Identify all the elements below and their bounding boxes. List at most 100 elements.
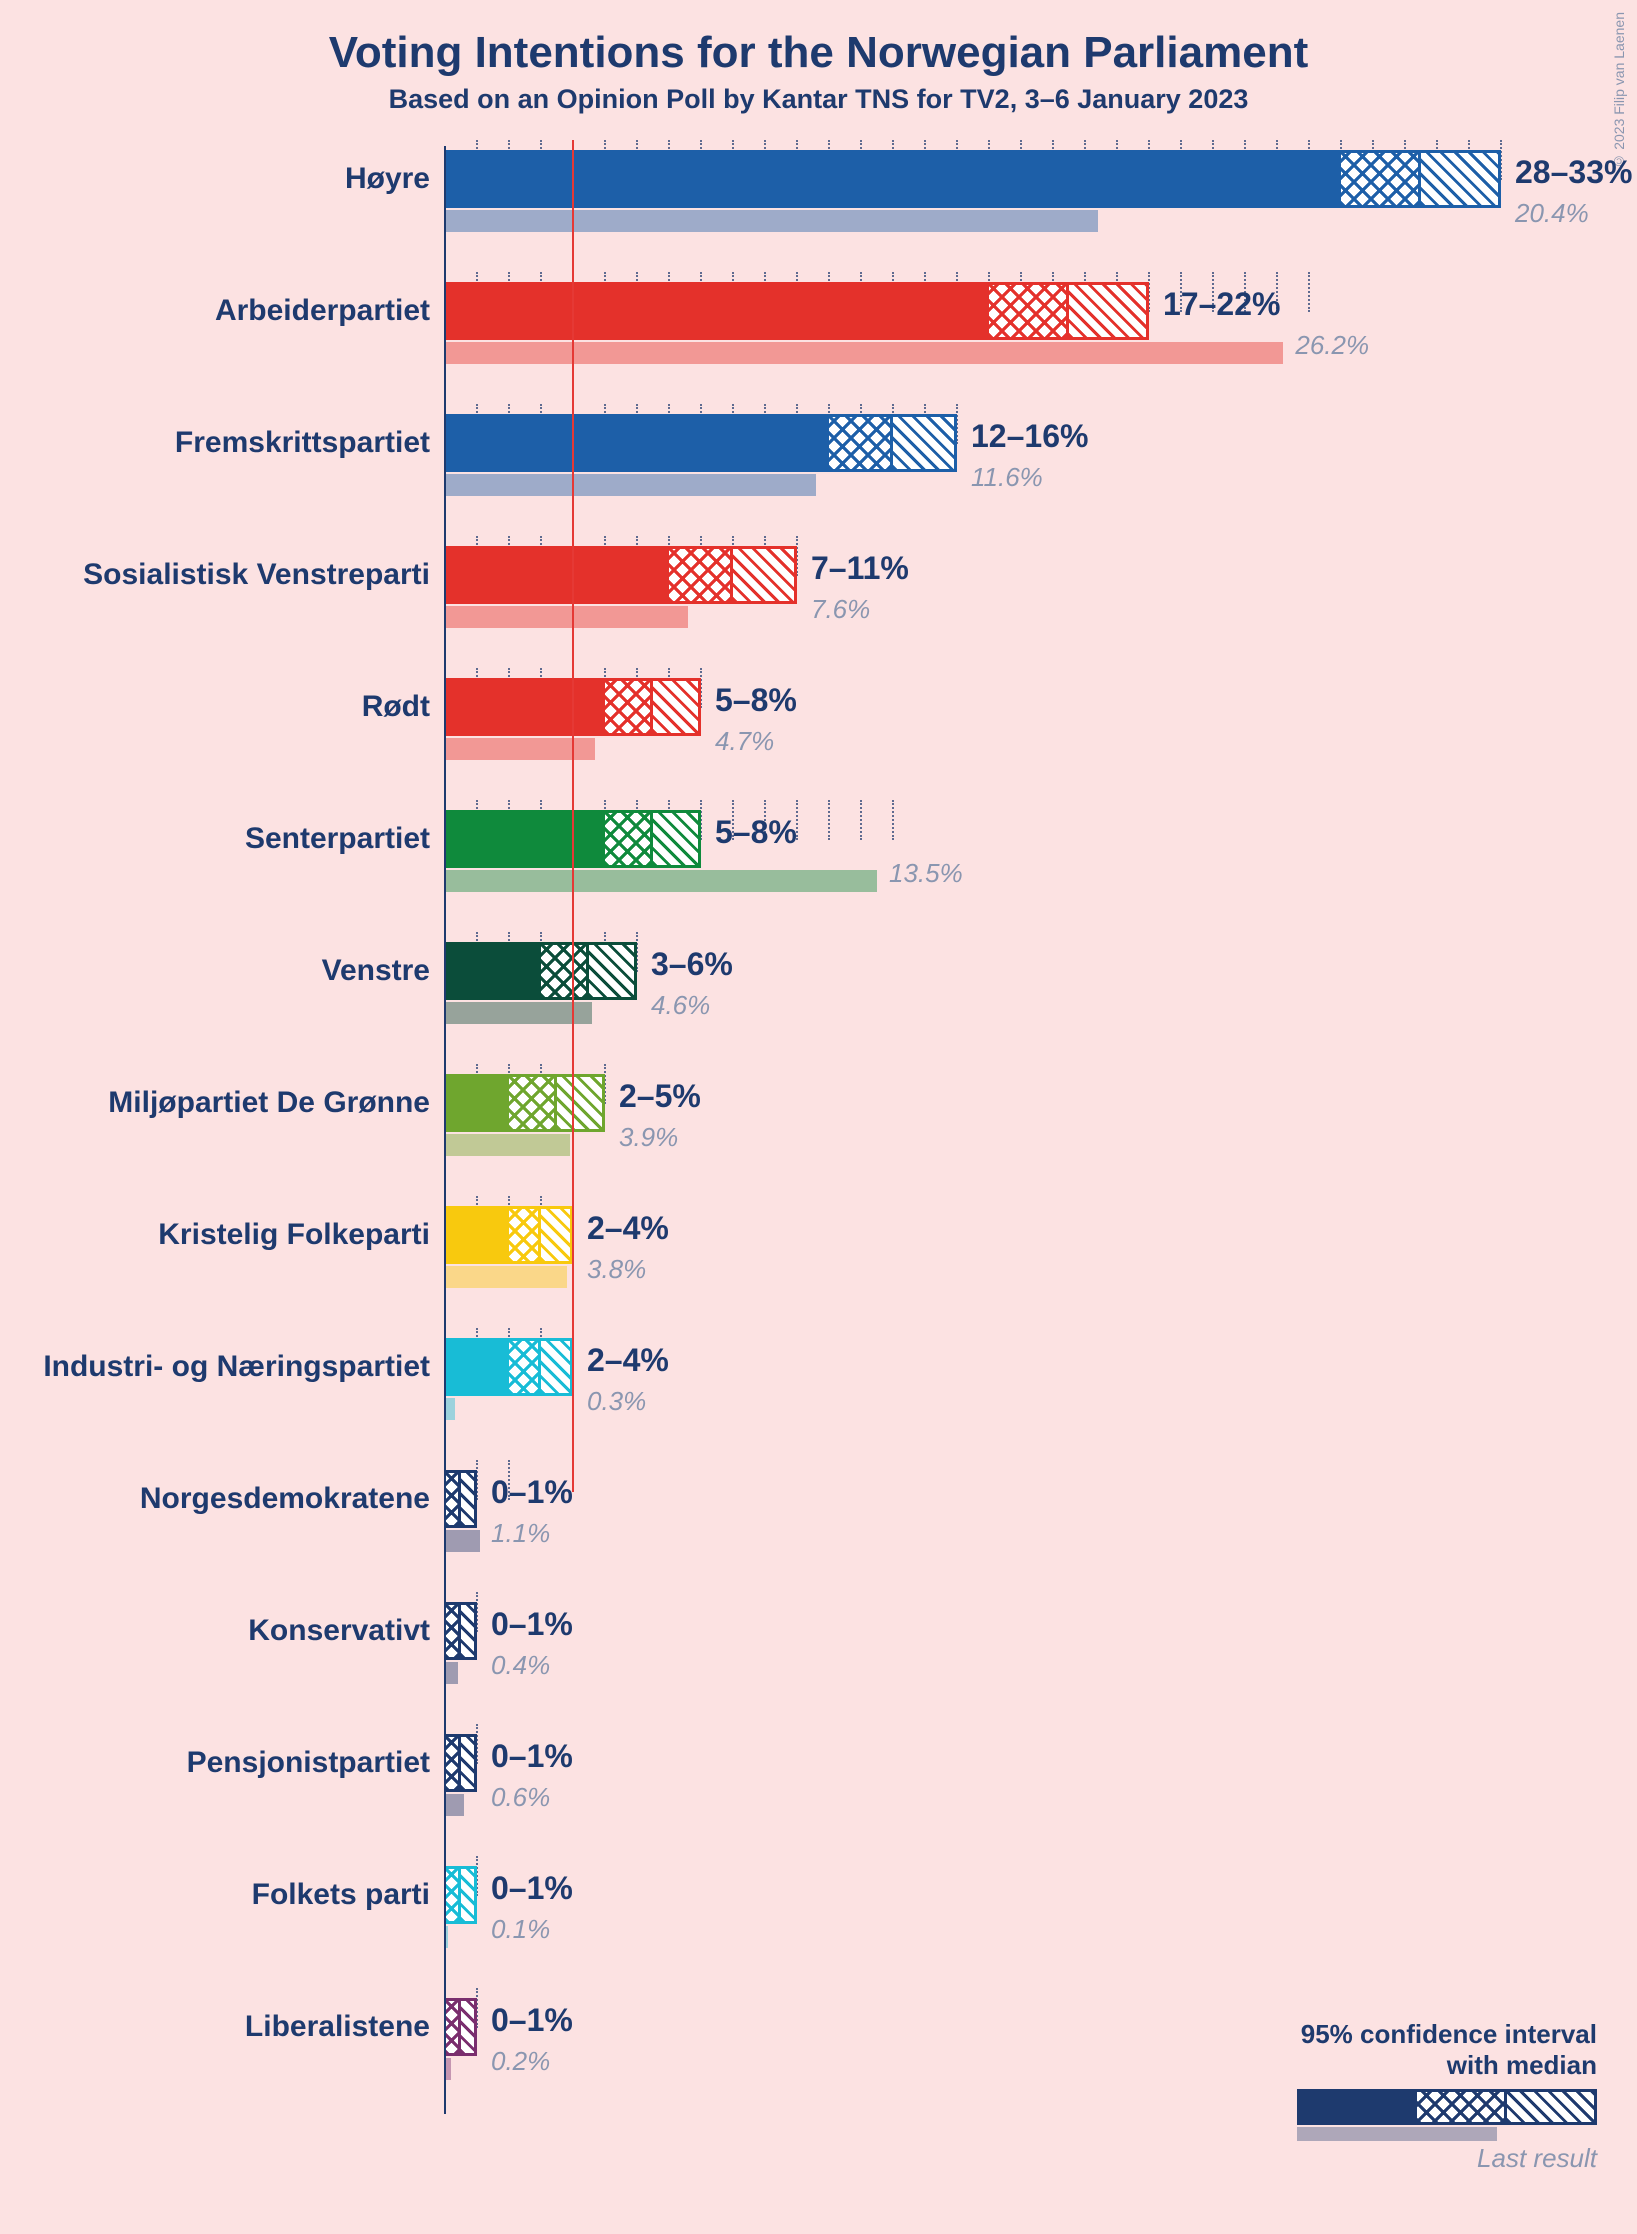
bar-hatch <box>541 1338 573 1396</box>
previous-result-bar <box>445 870 877 892</box>
party-row: Folkets parti 0–1%0.1% <box>0 1856 1637 1988</box>
bar-crosshatch <box>445 1470 461 1528</box>
range-label: 5–8% <box>715 682 797 719</box>
bar-solid <box>445 1074 509 1132</box>
party-row: Konservativt 0–1%0.4% <box>0 1592 1637 1724</box>
bar-hatch <box>893 414 957 472</box>
bar-solid <box>445 1206 509 1264</box>
party-label: Sosialistisk Venstreparti <box>83 558 430 592</box>
bar-zone: 5–8% 4.7% <box>445 668 1565 800</box>
legend: 95% confidence interval with median Last… <box>1297 2019 1597 2174</box>
bar-hatch <box>653 678 701 736</box>
bar-hatch <box>653 810 701 868</box>
bar-solid <box>445 150 1341 208</box>
party-row: Senterpartiet 5–8%13.5% <box>0 800 1637 932</box>
party-row: Sosialistisk Venstreparti 7–11% 7.6% <box>0 536 1637 668</box>
bar-crosshatch <box>541 942 589 1000</box>
party-row: Industri- og Næringspartiet2–4%0.3% <box>0 1328 1637 1460</box>
party-row: Fremskrittspartiet12–16%11.6% <box>0 404 1637 536</box>
bar-solid <box>445 678 605 736</box>
chart-title: Voting Intentions for the Norwegian Parl… <box>0 0 1637 78</box>
bar-zone: 0–1%0.1% <box>445 1856 1565 1988</box>
party-label: Høyre <box>345 162 430 196</box>
previous-result-label: 11.6% <box>971 462 1043 493</box>
previous-result-bar <box>445 1794 464 1816</box>
range-label: 0–1% <box>491 1474 573 1511</box>
bar-hatch <box>589 942 637 1000</box>
bar-crosshatch <box>509 1338 541 1396</box>
range-label: 28–33% <box>1515 154 1632 191</box>
previous-result-label: 0.2% <box>491 2046 550 2077</box>
bar-zone: 5–8%13.5% <box>445 800 1565 932</box>
bar-zone: 2–4%3.8% <box>445 1196 1565 1328</box>
previous-result-bar <box>445 1530 480 1552</box>
bar-crosshatch <box>989 282 1069 340</box>
party-label: Folkets parti <box>252 1878 430 1912</box>
party-label: Pensjonistpartiet <box>187 1746 430 1780</box>
previous-result-label: 1.1% <box>491 1518 550 1549</box>
bar-solid <box>445 942 541 1000</box>
previous-result-bar <box>445 1398 455 1420</box>
party-row: Pensjonistpartiet 0–1% 0.6% <box>0 1724 1637 1856</box>
bar-solid <box>445 1338 509 1396</box>
bar-solid <box>445 546 669 604</box>
bar-zone: 0–1% 0.6% <box>445 1724 1565 1856</box>
bar-zone: 2–5%3.9% <box>445 1064 1565 1196</box>
bar-zone: 0–1% 1.1% <box>445 1460 1565 1592</box>
legend-line1: 95% confidence interval <box>1301 2019 1597 2049</box>
bar-crosshatch <box>509 1074 557 1132</box>
bar-crosshatch <box>445 1602 461 1660</box>
bar-hatch <box>461 1998 477 2056</box>
bar-solid <box>445 810 605 868</box>
previous-result-bar <box>445 1002 592 1024</box>
previous-result-label: 7.6% <box>811 594 870 625</box>
bar-hatch <box>541 1206 573 1264</box>
bar-zone: 17–22%26.2% <box>445 272 1565 404</box>
range-label: 0–1% <box>491 1738 573 1775</box>
bar-crosshatch <box>445 1734 461 1792</box>
party-row: Miljøpartiet De Grønne 2–5%3.9% <box>0 1064 1637 1196</box>
bar-crosshatch <box>669 546 733 604</box>
bar-hatch <box>733 546 797 604</box>
bar-crosshatch <box>445 1866 461 1924</box>
party-label: Senterpartiet <box>245 822 430 856</box>
party-label: Konservativt <box>248 1614 430 1648</box>
previous-result-label: 0.6% <box>491 1782 550 1813</box>
range-label: 17–22% <box>1163 286 1280 323</box>
party-label: Miljøpartiet De Grønne <box>108 1086 430 1120</box>
bar-zone: 12–16% 11.6% <box>445 404 1565 536</box>
previous-result-bar <box>445 474 816 496</box>
y-axis-line <box>444 146 446 2114</box>
previous-result-label: 20.4% <box>1515 198 1589 229</box>
bar-zone: 0–1%0.4% <box>445 1592 1565 1724</box>
previous-result-label: 4.7% <box>715 726 774 757</box>
bar-zone: 3–6%4.6% <box>445 932 1565 1064</box>
previous-result-label: 3.8% <box>587 1254 646 1285</box>
bar-crosshatch <box>1341 150 1421 208</box>
party-row: Rødt5–8%4.7% <box>0 668 1637 800</box>
range-label: 3–6% <box>651 946 733 983</box>
party-label: Liberalistene <box>245 2010 430 2044</box>
party-label: Kristelig Folkeparti <box>158 1218 430 1252</box>
legend-line2: with median <box>1447 2050 1597 2080</box>
threshold-line <box>572 140 574 1492</box>
previous-result-bar <box>445 342 1283 364</box>
range-label: 0–1% <box>491 1606 573 1643</box>
party-row: Kristelig Folkeparti 2–4%3.8% <box>0 1196 1637 1328</box>
previous-result-bar <box>445 210 1098 232</box>
bar-crosshatch <box>829 414 893 472</box>
range-label: 0–1% <box>491 2002 573 2039</box>
previous-result-bar <box>445 1662 458 1684</box>
chart-subtitle: Based on an Opinion Poll by Kantar TNS f… <box>0 84 1637 115</box>
previous-result-label: 13.5% <box>889 858 963 889</box>
legend-bar-cross <box>1417 2089 1507 2125</box>
range-label: 7–11% <box>811 550 909 587</box>
party-row: Venstre 3–6%4.6% <box>0 932 1637 1064</box>
bar-crosshatch <box>509 1206 541 1264</box>
range-label: 12–16% <box>971 418 1088 455</box>
bar-hatch <box>461 1470 477 1528</box>
bar-crosshatch <box>445 1998 461 2056</box>
bar-solid <box>445 282 989 340</box>
party-label: Venstre <box>322 954 430 988</box>
bar-hatch <box>1069 282 1149 340</box>
